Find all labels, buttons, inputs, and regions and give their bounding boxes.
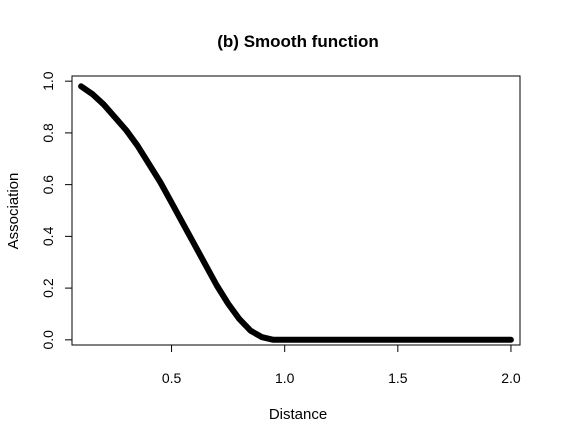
y-tick-label: 0.0 — [40, 330, 56, 350]
x-tick-label: 1.0 — [275, 370, 295, 386]
y-tick-label: 0.8 — [40, 123, 56, 143]
y-tick-label: 0.4 — [40, 226, 56, 246]
chart-title: (b) Smooth function — [217, 32, 378, 51]
x-tick-label: 2.0 — [501, 370, 521, 386]
y-axis: 0.0 0.2 0.4 0.6 0.8 1.0 — [40, 71, 73, 350]
y-tick-label: 0.6 — [40, 175, 56, 195]
x-axis: 0.5 1.0 1.5 2.0 — [162, 344, 521, 386]
y-tick-label: 0.2 — [40, 278, 56, 298]
y-tick-label: 1.0 — [40, 71, 56, 91]
y-axis-label: Association — [5, 173, 22, 250]
x-tick-label: 1.5 — [388, 370, 408, 386]
plot-frame — [71, 75, 521, 346]
x-axis-label: Distance — [269, 406, 327, 423]
series-line — [78, 83, 514, 343]
x-tick-label: 0.5 — [162, 370, 182, 386]
